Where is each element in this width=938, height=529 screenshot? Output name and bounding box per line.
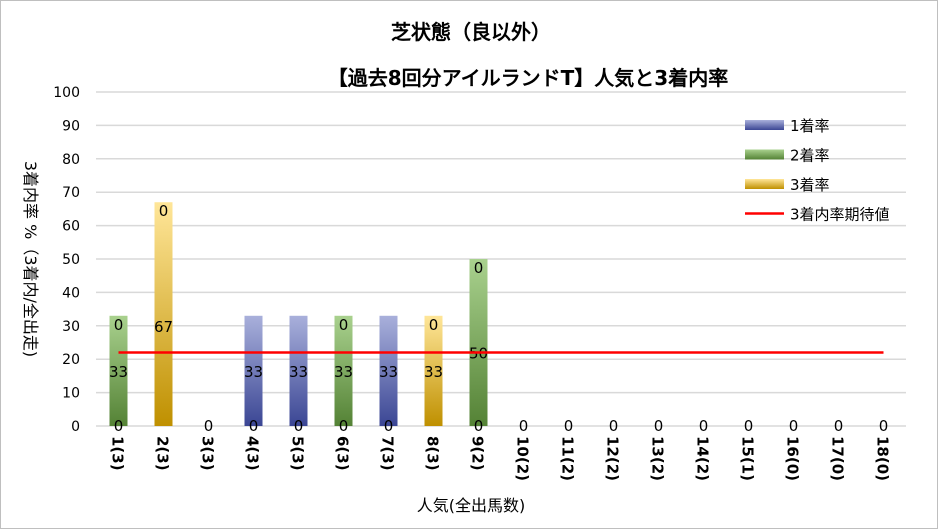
x-axis-label: 人気(全出馬数) bbox=[417, 496, 526, 515]
y-tick-label: 80 bbox=[62, 152, 80, 168]
y-tick-label: 40 bbox=[62, 285, 80, 301]
legend-swatch bbox=[745, 120, 784, 130]
legend-label: 3着内率期待値 bbox=[790, 206, 890, 224]
data-label: 0 bbox=[429, 316, 439, 334]
data-label: 0 bbox=[249, 417, 259, 435]
x-tick-label: 6(3) bbox=[334, 436, 352, 471]
legend-label: 2着率 bbox=[790, 147, 830, 165]
y-tick-label: 0 bbox=[71, 419, 80, 435]
data-label: 33 bbox=[109, 363, 128, 381]
x-tick-label: 9(2) bbox=[469, 436, 487, 471]
x-tick-label: 18(0) bbox=[874, 436, 892, 481]
bar-segment bbox=[424, 315, 443, 426]
x-tick-label: 1(3) bbox=[109, 436, 127, 471]
x-tick-label: 16(0) bbox=[784, 436, 802, 481]
data-label: 0 bbox=[159, 202, 169, 220]
x-tick-label: 7(3) bbox=[379, 436, 397, 471]
data-label: 33 bbox=[379, 363, 398, 381]
data-label: 67 bbox=[154, 318, 173, 336]
x-tick-label: 14(2) bbox=[694, 436, 712, 481]
data-label: 0 bbox=[699, 417, 709, 435]
data-label: 0 bbox=[564, 417, 574, 435]
x-tick-label: 13(2) bbox=[649, 436, 667, 481]
y-tick-label: 10 bbox=[62, 386, 80, 402]
x-tick-label: 10(2) bbox=[514, 436, 532, 481]
x-tick-label: 3(3) bbox=[199, 436, 217, 471]
bar-segment bbox=[244, 315, 263, 426]
data-label: 0 bbox=[744, 417, 754, 435]
x-tick-label: 8(3) bbox=[424, 436, 442, 471]
data-label: 0 bbox=[879, 417, 889, 435]
x-tick-label: 2(3) bbox=[154, 436, 172, 471]
data-label: 0 bbox=[474, 417, 484, 435]
data-label: 33 bbox=[424, 363, 443, 381]
data-label: 0 bbox=[114, 417, 124, 435]
bar-segment bbox=[334, 315, 353, 426]
legend-label: 3着率 bbox=[790, 176, 830, 194]
chart-title: 芝状態（良以外） bbox=[391, 20, 551, 44]
bar-segment bbox=[109, 315, 128, 426]
x-tick-label: 4(3) bbox=[244, 436, 262, 471]
x-tick-label: 15(1) bbox=[739, 436, 757, 481]
chart-subtitle: 【過去8回分アイルランドT】人気と3着内率 bbox=[328, 66, 728, 90]
data-label: 33 bbox=[244, 363, 263, 381]
y-tick-label: 30 bbox=[62, 319, 80, 335]
data-label: 0 bbox=[789, 417, 799, 435]
data-label: 0 bbox=[339, 316, 349, 334]
data-label: 33 bbox=[334, 363, 353, 381]
data-label: 0 bbox=[204, 417, 214, 435]
data-label: 0 bbox=[834, 417, 844, 435]
x-tick-label: 5(3) bbox=[289, 436, 307, 471]
x-tick-label: 11(2) bbox=[559, 436, 577, 481]
bar-segment bbox=[379, 315, 398, 426]
data-label: 0 bbox=[654, 417, 664, 435]
data-label: 0 bbox=[384, 417, 394, 435]
y-tick-label: 60 bbox=[62, 219, 80, 235]
data-label: 0 bbox=[474, 259, 484, 277]
bar-segment bbox=[154, 202, 173, 426]
data-label: 0 bbox=[609, 417, 619, 435]
bar-segment bbox=[289, 315, 308, 426]
y-tick-label: 20 bbox=[62, 352, 80, 368]
y-tick-label: 100 bbox=[53, 85, 80, 101]
x-tick-label: 12(2) bbox=[604, 436, 622, 481]
data-label: 0 bbox=[519, 417, 529, 435]
legend-swatch bbox=[745, 149, 784, 160]
data-label: 0 bbox=[339, 417, 349, 435]
data-label: 0 bbox=[114, 316, 124, 334]
legend-label: 1着率 bbox=[790, 117, 830, 135]
y-tick-label: 70 bbox=[62, 185, 80, 201]
y-tick-label: 90 bbox=[62, 118, 80, 134]
data-label: 0 bbox=[294, 417, 304, 435]
x-tick-label: 17(0) bbox=[829, 436, 847, 481]
data-label: 33 bbox=[289, 363, 308, 381]
y-axis-label: 3着内率 %（3着内/全出走) bbox=[21, 161, 40, 357]
legend-swatch bbox=[745, 179, 784, 189]
bar-segment bbox=[469, 259, 488, 426]
y-tick-label: 50 bbox=[62, 252, 80, 268]
